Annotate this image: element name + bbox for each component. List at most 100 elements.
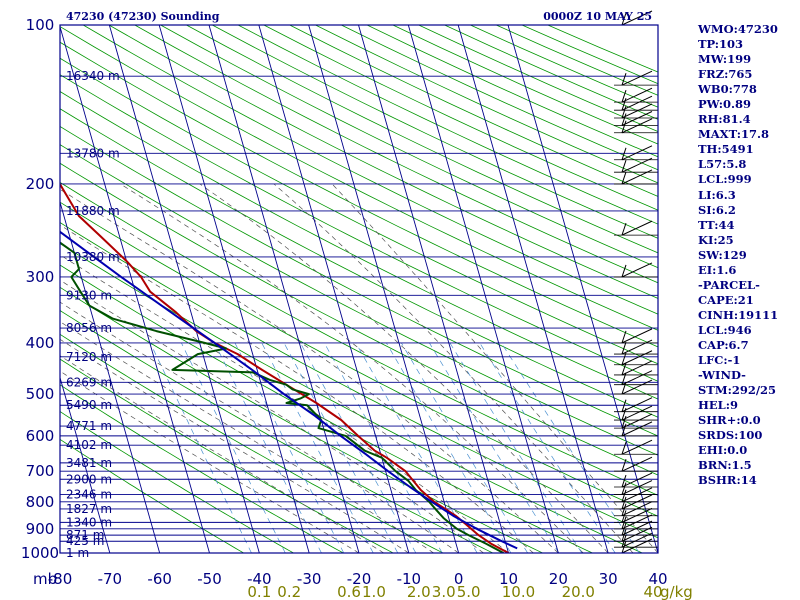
wind-barb-staff: [621, 480, 653, 496]
index-row: -PARCEL-: [698, 277, 760, 292]
dry-adiabat: [60, 438, 245, 553]
index-row: EHI:0.0: [698, 443, 748, 458]
wind-barb-staff: [621, 526, 653, 542]
wind-barb-flag: [621, 503, 627, 516]
wind-barb-flag: [621, 73, 627, 86]
dry-adiabat: [82, 25, 658, 315]
mixing-ratio-label: 3.0: [432, 583, 456, 600]
index-row: TP:103: [698, 37, 744, 52]
isotherm: [308, 25, 460, 553]
mixing-ratio-unit: g/kg: [660, 583, 693, 600]
isotherm: [60, 25, 210, 553]
wind-barb-staff: [621, 157, 653, 173]
temperature-tick-label: -70: [98, 570, 123, 588]
moist-adiabat: [120, 183, 584, 553]
sounding-time: 0000Z 10 MAY 25: [543, 10, 652, 23]
station-title: 47230 (47230) Sounding: [66, 10, 220, 23]
dry-adiabat: [60, 74, 658, 382]
wind-barb-staff: [621, 350, 653, 366]
wind-barb-flag: [621, 330, 627, 344]
isotherm: [108, 25, 260, 553]
index-row: RH:81.4: [698, 112, 751, 127]
temperature-tick-label: -30: [297, 570, 322, 588]
wind-barb-staff: [621, 360, 653, 376]
height-label: 871 m: [66, 528, 104, 542]
index-row: MAXT:17.8: [698, 127, 769, 142]
index-row: STM:292/25: [698, 383, 777, 398]
pressure-label: 200: [26, 175, 55, 193]
wind-barb-flag: [621, 496, 627, 510]
wind-barb-flag: [621, 516, 627, 529]
index-row: BSHR:14: [698, 473, 757, 488]
height-label: 4771 m: [66, 419, 112, 433]
wind-barb-staff: [621, 95, 653, 111]
index-row: KI:25: [698, 232, 734, 247]
wind-barb-flag: [621, 399, 627, 412]
wind-barb-staff: [621, 472, 653, 488]
wind-barb-flag: [621, 160, 627, 173]
wind-barb-staff: [621, 421, 653, 437]
dry-adiabat: [60, 91, 658, 400]
index-row: PW:0.89: [698, 97, 752, 112]
isotherm: [60, 200, 161, 553]
index-row: TT:44: [698, 217, 735, 232]
dry-adiabat: [60, 41, 658, 348]
moist-adiabat: [60, 188, 559, 553]
index-row: HEL:9: [698, 398, 738, 413]
height-label: 4102 m: [66, 438, 112, 452]
index-row: LCL:946: [698, 322, 752, 337]
wind-barb-staff: [621, 370, 653, 386]
pressure-label: 1000: [21, 544, 59, 562]
height-label: 3481 m: [66, 456, 112, 470]
isotherm: [208, 25, 360, 553]
wind-barb-flag: [621, 474, 627, 488]
isotherm: [158, 25, 310, 553]
temperature-tick-label: 40: [648, 570, 667, 588]
wind-barb-flag: [621, 442, 627, 455]
temperature-tick-label: -80: [48, 570, 73, 588]
pressure-label: 500: [26, 385, 55, 403]
index-row: EI:1.6: [698, 262, 737, 277]
temperature-tick-label: 30: [599, 570, 618, 588]
mixing-ratio-label: 1.0: [362, 583, 386, 600]
temperature-trace: [60, 182, 509, 553]
height-label: 16340 m: [66, 69, 120, 83]
index-row: CINH:19111: [698, 307, 779, 322]
wind-barb-staff: [621, 87, 653, 103]
index-row: WMO:47230: [698, 22, 778, 36]
isotherm: [407, 25, 559, 553]
height-label: 2900 m: [66, 472, 112, 486]
index-row: SHR+:0.0: [698, 413, 761, 428]
pressure-label: 900: [26, 520, 55, 538]
wind-barb-flag: [621, 12, 627, 26]
dry-adiabat: [186, 25, 658, 254]
wind-barb-flag: [621, 147, 627, 160]
index-row: -WIND-: [698, 368, 746, 383]
index-row: SRDS:100: [698, 428, 763, 443]
index-row: FRZ:765: [698, 67, 753, 82]
temperature-tick-label: -10: [397, 570, 422, 588]
wind-barb-staff: [621, 220, 653, 236]
wind-barb-flag: [621, 423, 627, 437]
moist-adiabat: [60, 224, 534, 553]
height-label: 11880 m: [66, 204, 120, 218]
height-label: 6269 m: [66, 375, 112, 389]
mixing-ratio-label: 10.0: [502, 583, 535, 600]
wind-barb-staff: [621, 439, 653, 455]
wind-barb-flag: [621, 381, 627, 395]
index-row: SW:129: [698, 247, 747, 262]
wind-barb-staff: [621, 103, 653, 119]
height-label: 7120 m: [66, 350, 112, 364]
wind-barb-flag: [621, 113, 627, 126]
dry-adiabat: [60, 108, 658, 418]
mixing-ratio-label: 0.1: [247, 583, 271, 600]
wind-barb-flag: [621, 89, 627, 103]
mixing-ratio-label: 40: [643, 583, 662, 600]
index-row: LI:6.3: [698, 187, 736, 202]
wind-barb-flag: [621, 510, 627, 523]
wind-barb-staff: [621, 520, 653, 536]
height-label: 10380 m: [66, 250, 120, 264]
wind-barb-staff: [621, 145, 653, 161]
dry-adiabat: [134, 25, 658, 284]
